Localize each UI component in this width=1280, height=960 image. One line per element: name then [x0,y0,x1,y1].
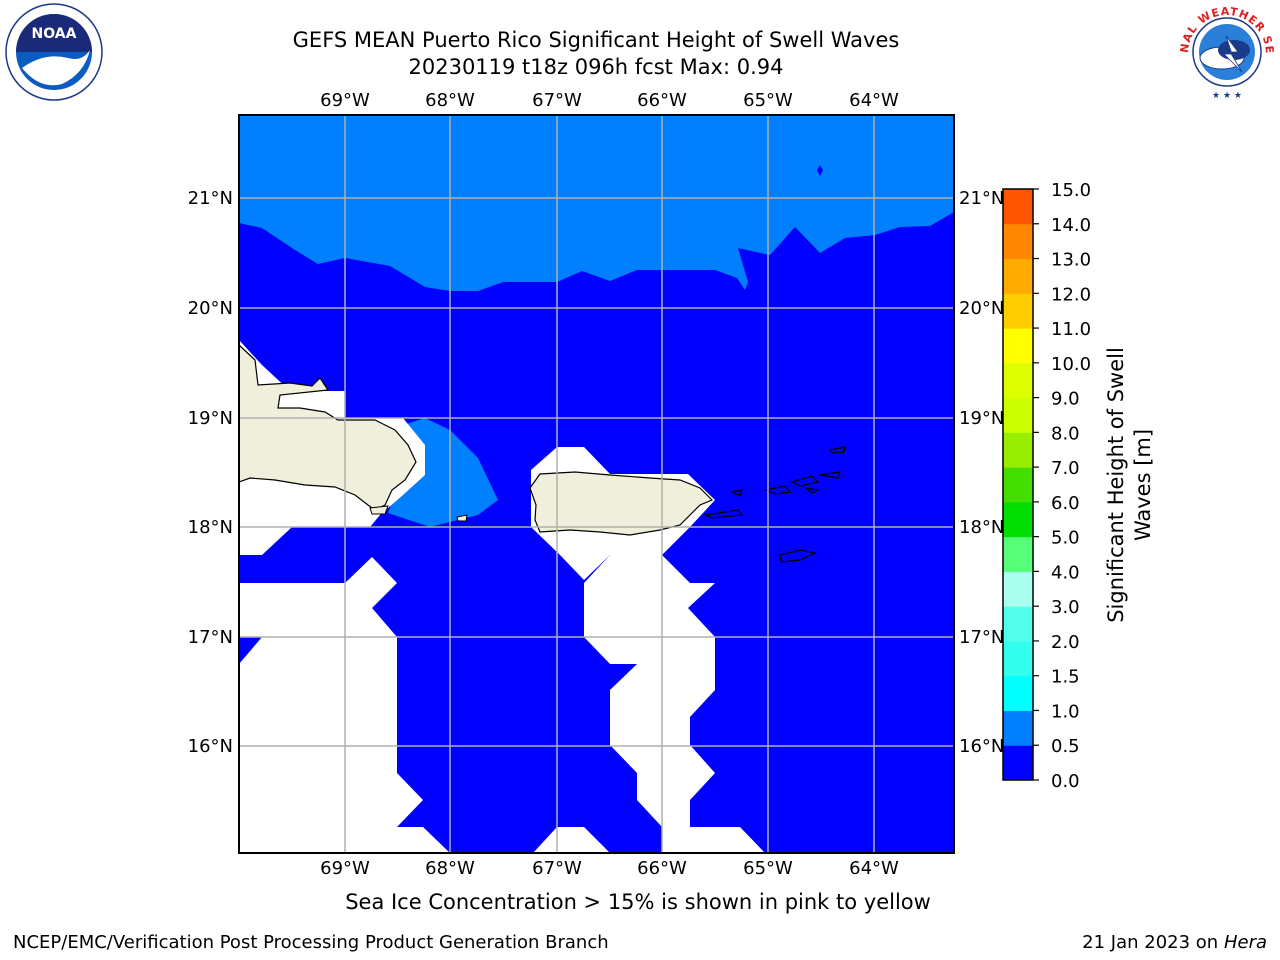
colorbar-segment [1003,710,1033,746]
lon-label-bottom-66w: 66°W [637,858,687,879]
lat-label-right-19n: 19°N [959,408,1004,429]
colorbar-segment [1003,571,1033,607]
land-vieques [704,509,744,519]
lat-label-left-20n: 20°N [188,298,233,319]
lon-label-top-69w: 69°W [320,90,370,111]
colorbar-tick-label: 4.0 [1051,562,1080,583]
colorbar-tick-label: 2.0 [1051,632,1080,653]
colorbar-tick-label: 8.0 [1051,423,1080,444]
colorbar-tick-label: 15.0 [1051,180,1091,201]
nws-logo: NATIONAL WEATHER SERVICE ★ ★ ★ [1176,2,1275,101]
lat-label-right-20n: 20°N [959,298,1004,319]
map-title: GEFS MEAN Puerto Rico Significant Height… [292,28,900,52]
colorbar-segment [1003,640,1033,677]
colorbar-segment [1003,745,1033,781]
land-saona [369,505,389,515]
colorbar-tick-label: 10.0 [1051,354,1091,375]
footer-credit: NCEP/EMC/Verification Post Processing Pr… [13,932,609,953]
lon-label-bottom-64w: 64°W [849,858,899,879]
colorbar-tick-label: 11.0 [1051,319,1091,340]
colorbar-tick-label: 5.0 [1051,528,1080,549]
colorbar-tick-label: 1.5 [1051,667,1080,688]
noaa-logo: NOAA [5,3,103,101]
lat-label-right-16n: 16°N [959,736,1004,757]
lon-label-top-67w: 67°W [532,90,582,111]
lat-label-left-18n: 18°N [188,517,233,538]
lat-label-right-18n: 18°N [959,517,1004,538]
colorbar-segment [1003,189,1033,225]
lat-label-left-16n: 16°N [188,736,233,757]
colorbar-tick-label: 12.0 [1051,284,1091,305]
colorbar-label-line2: Waves [m] [1131,429,1155,541]
lat-label-left-17n: 17°N [188,627,233,648]
colorbar-segment [1003,536,1033,572]
colorbar-tick-label: 0.0 [1051,771,1080,792]
colorbar-tick-label: 1.0 [1051,701,1080,722]
land-culebra [730,489,743,497]
colorbar-tick-label: 14.0 [1051,215,1091,236]
land-mona-island [456,514,468,522]
noaa-logo-text: NOAA [32,26,77,42]
colorbar-segment [1003,328,1033,364]
lat-label-left-19n: 19°N [188,408,233,429]
colorbar-tick-label: 7.0 [1051,458,1080,479]
colorbar-segment [1003,467,1033,503]
footer-date: 21 Jan 2023 on Hera [1082,932,1267,953]
land-st-croix [779,549,817,563]
footer-host: Hera [1223,932,1267,953]
gridlines [239,115,954,853]
colorbar-tick-label: 13.0 [1051,250,1091,271]
colorbar-segment [1003,397,1033,433]
lat-label-right-21n: 21°N [959,188,1004,209]
lon-label-top-64w: 64°W [849,90,899,111]
land-virgin-islands [764,446,846,495]
lon-label-top-66w: 66°W [637,90,687,111]
colorbar-segment [1003,223,1033,260]
lon-label-top-68w: 68°W [425,90,475,111]
colorbar-tick-label: 9.0 [1051,389,1080,410]
land-hispaniola [239,344,417,511]
colorbar-segment [1003,606,1033,642]
colorbar-tick-label: 0.5 [1051,736,1080,757]
swell-isolated-cell [817,165,823,176]
colorbar-segment [1003,501,1033,538]
colorbar: 0.0 0.5 1.0 1.5 2.0 3.0 4.0 5.0 6.0 7.0 8.0 9.0 10.0… [1002,180,1091,792]
lon-label-bottom-65w: 65°W [743,858,793,879]
colorbar-segment [1003,258,1033,294]
lon-label-bottom-69w: 69°W [320,858,370,879]
lon-label-top-65w: 65°W [743,90,793,111]
map-frame [238,114,955,854]
colorbar-segment [1003,432,1033,468]
nodata-south-central [584,555,765,853]
colorbar-label-line1: Significant Height of Swell [1104,347,1128,623]
colorbar-segment [1003,675,1033,711]
colorbar-frame [1002,188,1034,781]
lat-label-left-21n: 21°N [188,188,233,209]
map-subtitle: 20230119 t18z 096h fcst Max: 0.94 [408,55,784,79]
land-puerto-rico [529,471,714,536]
colorbar-tick-label: 6.0 [1051,493,1080,514]
lon-label-bottom-68w: 68°W [425,858,475,879]
colorbar-segment [1003,293,1033,329]
lon-label-bottom-67w: 67°W [532,858,582,879]
colorbar-segment [1003,362,1033,399]
lat-label-right-17n: 17°N [959,627,1004,648]
footer-date-text: 21 Jan 2023 on [1082,932,1224,953]
colorbar-tick-label: 3.0 [1051,597,1080,618]
nws-stars: ★ ★ ★ [1212,91,1242,101]
nodata-south-gap [533,827,610,853]
sea-ice-note: Sea Ice Concentration > 15% is shown in … [345,890,931,914]
